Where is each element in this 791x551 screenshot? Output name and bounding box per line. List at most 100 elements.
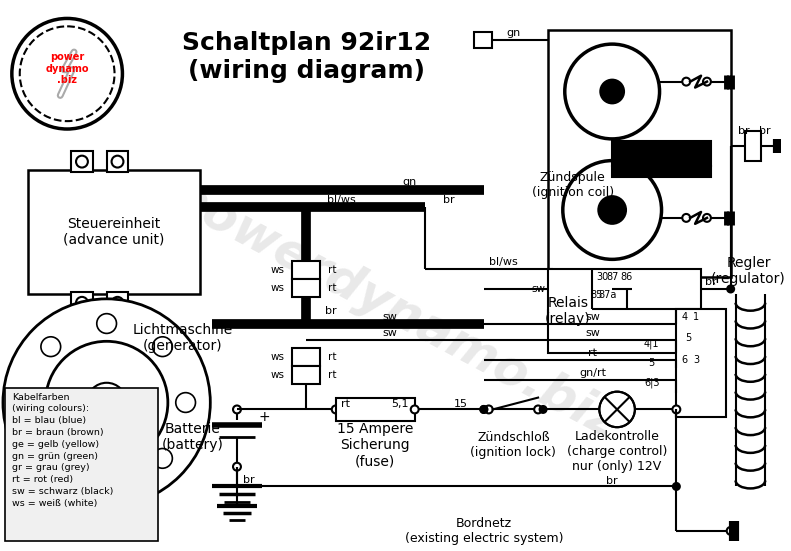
- Circle shape: [3, 299, 210, 506]
- Text: 87: 87: [606, 272, 619, 282]
- Text: 85: 85: [590, 290, 603, 300]
- Circle shape: [41, 449, 61, 468]
- Circle shape: [87, 383, 127, 422]
- Text: sw: sw: [383, 328, 397, 338]
- Text: br: br: [705, 277, 717, 287]
- Circle shape: [727, 527, 735, 535]
- Bar: [612, 141, 711, 165]
- Circle shape: [539, 406, 547, 413]
- Text: ws: ws: [271, 265, 284, 275]
- Circle shape: [683, 78, 691, 85]
- Text: br: br: [243, 474, 255, 484]
- Circle shape: [485, 406, 493, 413]
- Text: Bordnetz
(existing electric system): Bordnetz (existing electric system): [404, 517, 563, 545]
- Text: 30: 30: [596, 272, 608, 282]
- Text: 5: 5: [649, 358, 655, 368]
- Text: ws: ws: [271, 352, 284, 362]
- Bar: [612, 165, 711, 177]
- Text: br: br: [759, 126, 771, 136]
- Circle shape: [480, 406, 487, 413]
- Text: rt: rt: [327, 265, 336, 275]
- Text: 6|3: 6|3: [644, 377, 660, 388]
- Text: power
dynamo
.biz: power dynamo .biz: [45, 52, 89, 85]
- Circle shape: [153, 337, 172, 356]
- Bar: [71, 292, 93, 314]
- Text: br: br: [607, 476, 618, 485]
- Text: gn: gn: [506, 28, 520, 38]
- Text: sw: sw: [531, 284, 545, 294]
- Bar: [676, 309, 725, 417]
- Bar: [292, 279, 320, 297]
- Bar: [292, 261, 320, 279]
- Circle shape: [97, 314, 116, 333]
- Circle shape: [112, 156, 123, 168]
- Circle shape: [534, 406, 542, 413]
- Circle shape: [12, 18, 123, 129]
- Text: bl/ws: bl/ws: [327, 195, 355, 205]
- Bar: [292, 348, 320, 366]
- Circle shape: [565, 44, 660, 139]
- Text: 4: 4: [681, 312, 687, 322]
- Text: bl/ws: bl/ws: [489, 257, 518, 267]
- Bar: [107, 151, 128, 172]
- Text: rt: rt: [327, 352, 336, 362]
- Circle shape: [600, 392, 635, 427]
- Text: br: br: [325, 306, 337, 316]
- Text: ws: ws: [271, 370, 284, 380]
- Text: 5,1: 5,1: [391, 398, 409, 408]
- Circle shape: [176, 393, 195, 412]
- Text: Kabelfarben
(wiring colours):
bl = blau (blue)
br = braun (brown)
ge = gelb (yel: Kabelfarben (wiring colours): bl = blau …: [12, 393, 113, 508]
- Text: Ladekontrolle
(charge control)
nur (only) 12V: Ladekontrolle (charge control) nur (only…: [567, 430, 668, 473]
- Text: sw: sw: [585, 312, 600, 322]
- Text: 6: 6: [681, 355, 687, 365]
- Text: +: +: [259, 410, 271, 424]
- Text: sw: sw: [585, 328, 600, 338]
- Circle shape: [17, 393, 37, 412]
- Bar: [474, 33, 492, 48]
- Bar: [28, 170, 200, 294]
- Bar: [71, 151, 93, 172]
- Circle shape: [480, 406, 487, 413]
- Circle shape: [727, 285, 734, 293]
- Bar: [548, 30, 731, 277]
- Text: Zündspule
(ignition coil): Zündspule (ignition coil): [532, 171, 614, 199]
- Circle shape: [112, 297, 123, 309]
- Bar: [5, 388, 158, 541]
- Bar: [335, 398, 414, 422]
- Circle shape: [411, 406, 418, 413]
- Text: gn/rt: gn/rt: [579, 368, 606, 378]
- Bar: [745, 131, 761, 161]
- Circle shape: [233, 463, 241, 471]
- Circle shape: [76, 297, 88, 309]
- Text: rt: rt: [588, 348, 597, 358]
- Text: Batterie
(battery): Batterie (battery): [161, 422, 224, 452]
- Text: gn: gn: [403, 177, 417, 187]
- Text: Regler
(regulator): Regler (regulator): [711, 256, 785, 287]
- Circle shape: [703, 214, 711, 222]
- Bar: [548, 269, 701, 353]
- Circle shape: [673, 483, 679, 490]
- Text: 1: 1: [693, 312, 699, 322]
- Text: 3: 3: [693, 355, 699, 365]
- Circle shape: [45, 341, 168, 464]
- Text: rt: rt: [341, 398, 350, 408]
- Text: 15 Ampere
Sicherung
(fuse): 15 Ampere Sicherung (fuse): [337, 422, 414, 468]
- Text: 87a: 87a: [598, 290, 616, 300]
- Bar: [107, 292, 128, 314]
- Circle shape: [683, 214, 691, 222]
- Text: 4|1: 4|1: [644, 338, 660, 349]
- Circle shape: [233, 406, 241, 413]
- Circle shape: [76, 156, 88, 168]
- Text: rt: rt: [327, 370, 336, 380]
- Text: rt: rt: [327, 283, 336, 293]
- Circle shape: [672, 406, 680, 413]
- Text: powerdynamo.biz: powerdynamo.biz: [163, 170, 627, 447]
- Circle shape: [600, 80, 624, 104]
- Bar: [292, 366, 320, 383]
- Text: Zündschloß
(ignition lock): Zündschloß (ignition lock): [471, 431, 556, 459]
- Text: 5: 5: [685, 333, 691, 343]
- Circle shape: [97, 472, 116, 491]
- Circle shape: [153, 449, 172, 468]
- Circle shape: [563, 161, 661, 260]
- Text: br: br: [444, 195, 455, 205]
